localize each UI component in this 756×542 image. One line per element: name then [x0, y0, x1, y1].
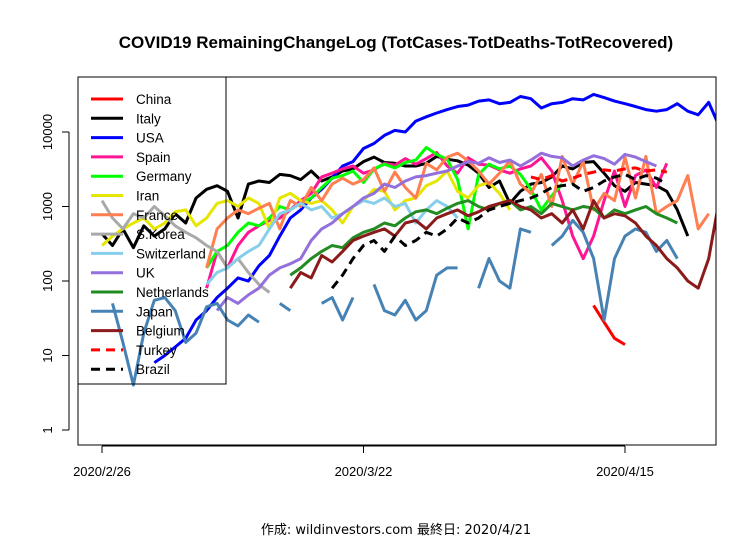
legend: China Italy USA Spain Germany Iran France S.Kor…: [77, 76, 227, 385]
legend-label: Spain: [136, 150, 171, 165]
legend-label: Switzerland: [136, 246, 206, 261]
y-tick-label: 10: [40, 348, 55, 362]
series-line-japan: [550, 218, 679, 322]
chart-caption: 作成: wildinvestors.com 最終日: 2020/4/21: [261, 522, 531, 538]
legend-label: Brazil: [136, 362, 170, 377]
series-line-turkey: [530, 166, 668, 183]
series-line-iran: [100, 169, 512, 247]
y-tick-label: 1: [40, 426, 55, 433]
legend-label: China: [136, 92, 172, 107]
y-axis: 1 10 100 1000 10000: [40, 114, 70, 434]
series-line-belgium: [289, 199, 716, 290]
series-line-japan: [278, 302, 292, 312]
series-line-china: [592, 304, 626, 346]
legend-label: Netherlands: [136, 285, 209, 300]
legend-label: Belgium: [136, 324, 185, 339]
series-line-france: [205, 151, 710, 269]
legend-label: France: [136, 208, 178, 223]
legend-label: Turkey: [136, 343, 177, 358]
series-line-uk: [215, 151, 657, 312]
legend-label: Germany: [136, 169, 192, 184]
series-layer: [100, 92, 716, 387]
legend-label: UK: [136, 266, 155, 281]
series-line-japan: [477, 227, 532, 290]
y-tick-label: 1000: [40, 192, 55, 221]
x-tick-label: 2020/4/15: [596, 464, 654, 479]
x-axis: 2020/2/26 2020/3/22 2020/4/15: [73, 445, 654, 479]
legend-label: Japan: [136, 304, 173, 319]
series-line-switzerland: [205, 196, 459, 286]
series-line-italy: [100, 154, 690, 250]
legend-label: USA: [136, 131, 164, 146]
legend-label: S.Korea: [136, 227, 185, 242]
series-line-japan: [372, 266, 458, 322]
series-line-skorea: [100, 199, 271, 294]
y-tick-label: 10000: [40, 114, 55, 150]
legend-frame: [77, 76, 227, 385]
series-line-japan: [111, 296, 260, 387]
y-tick-label: 100: [40, 270, 55, 292]
chart-title: COVID19 RemainingChangeLog (TotCases-Tot…: [119, 33, 673, 52]
series-line-japan: [320, 296, 355, 322]
legend-label: Italy: [136, 111, 161, 126]
series-line-usa: [153, 92, 716, 364]
x-tick-label: 2020/3/22: [335, 464, 393, 479]
legend-label: Iran: [136, 189, 159, 204]
x-tick-label: 2020/2/26: [73, 464, 131, 479]
